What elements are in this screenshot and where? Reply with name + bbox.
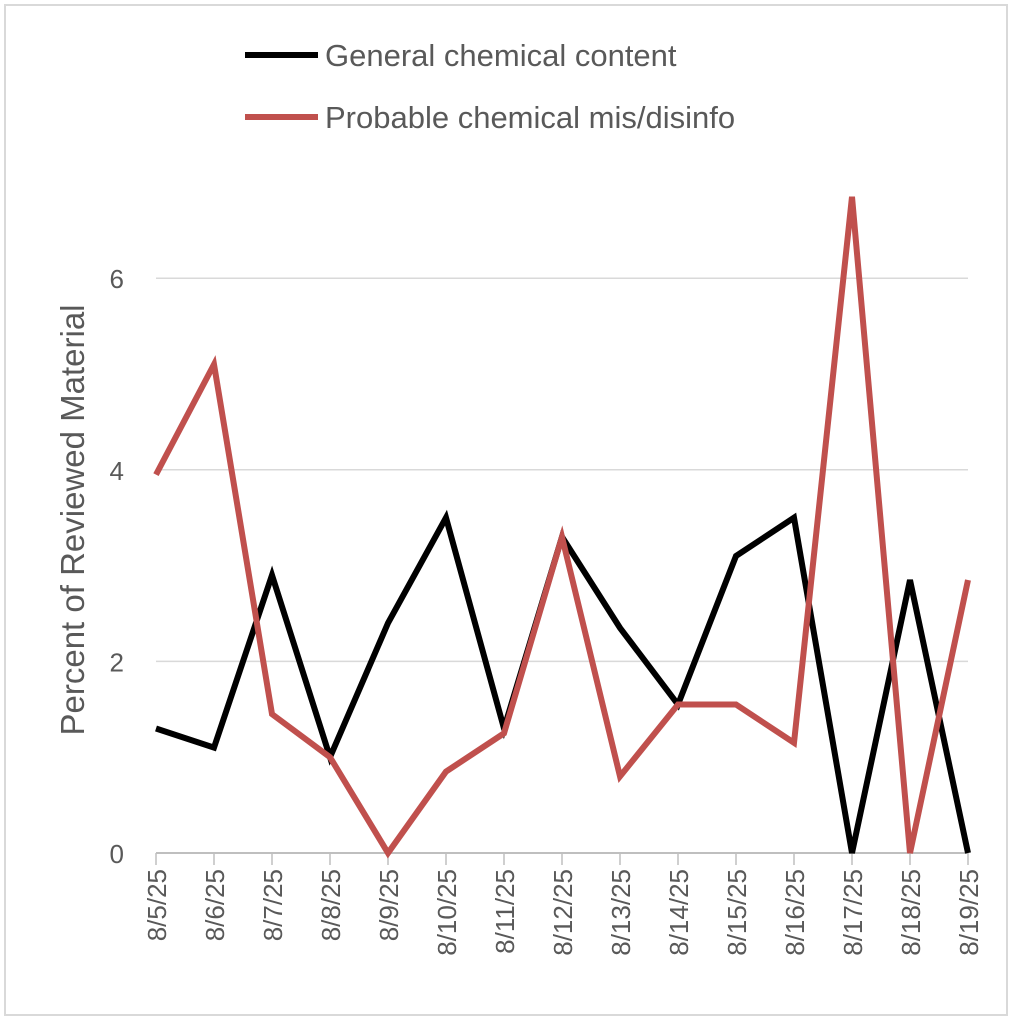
chart-frame: [4, 4, 1008, 1016]
y-tick-label: 2: [110, 647, 124, 677]
legend: General chemical content Probable chemica…: [245, 38, 735, 135]
x-tick-label: 8/15/25: [722, 869, 752, 956]
x-tick-label: 8/18/25: [896, 869, 926, 956]
y-axis-label: Percent of Reviewed Material: [54, 304, 91, 735]
x-tick-label: 8/9/25: [374, 869, 404, 941]
y-tick-label: 6: [110, 264, 124, 294]
x-axis: 8/5/25 8/6/25 8/7/25 8/8/25 8/9/25 8/10/25 8/1…: [142, 853, 984, 956]
y-axis-ticks: 0 2 4 6: [110, 264, 124, 869]
y-tick-label: 0: [110, 839, 124, 869]
series-lines: [153, 196, 971, 859]
series-line-1: [155, 509, 971, 854]
legend-label-2: Probable chemical mis/disinfo: [325, 100, 735, 135]
series-line-2: [153, 196, 971, 859]
y-tick-label: 4: [110, 456, 124, 486]
x-tick-label: 8/5/25: [142, 869, 172, 941]
x-tick-label: 8/16/25: [780, 869, 810, 956]
x-tick-label: 8/19/25: [954, 869, 984, 956]
x-tick-label: 8/14/25: [664, 869, 694, 956]
x-tick-label: 8/12/25: [548, 869, 578, 956]
x-tick-label: 8/11/25: [490, 869, 520, 954]
gridlines: [156, 277, 968, 854]
x-tick-label: 8/6/25: [200, 869, 230, 941]
x-tick-label: 8/17/25: [838, 869, 868, 956]
x-tick-label: 8/10/25: [432, 869, 462, 956]
legend-label-1: General chemical content: [325, 38, 677, 73]
x-tick-label: 8/8/25: [316, 869, 346, 941]
x-tick-label: 8/7/25: [258, 869, 288, 941]
x-tick-label: 8/13/25: [606, 869, 636, 956]
